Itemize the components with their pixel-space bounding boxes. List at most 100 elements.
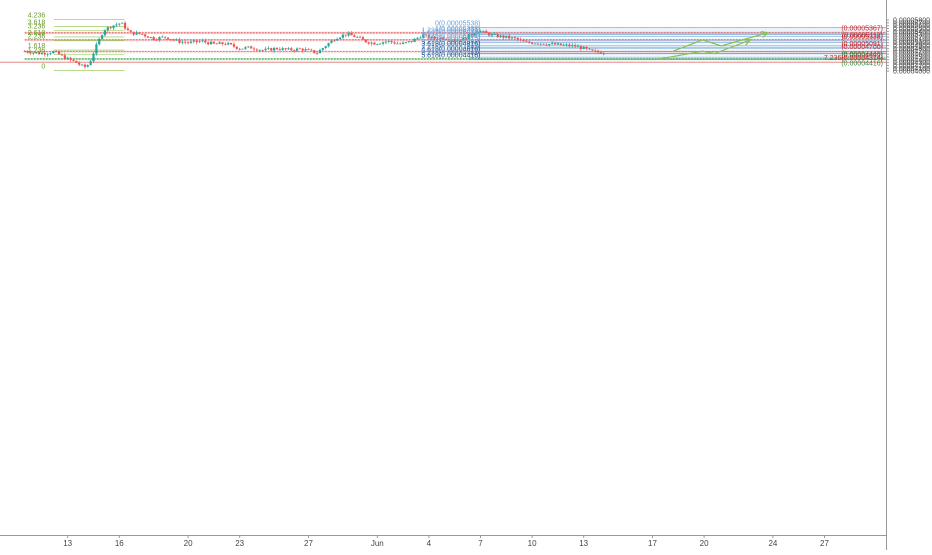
- price-tick-label: 0.00004400: [893, 57, 930, 64]
- candle-body: [218, 42, 221, 44]
- price-tick-label: 0.00005000: [893, 40, 930, 47]
- candle-body: [419, 37, 422, 39]
- candle-body: [60, 54, 64, 56]
- zone-label-bottom: (0.00005338): [841, 34, 883, 41]
- candle-body: [433, 36, 436, 39]
- candle-body: [338, 37, 342, 39]
- candle-body: [195, 40, 198, 43]
- candle-body: [123, 22, 127, 29]
- candle-body: [80, 64, 84, 66]
- candle-body: [227, 42, 230, 45]
- candle-body: [393, 42, 396, 44]
- candle-body: [175, 39, 178, 41]
- candle-body: [241, 48, 244, 50]
- price-tick-label: 0.00004500: [893, 54, 930, 61]
- zone-label-bottom: (0.00004692): [841, 52, 883, 59]
- right-fib-labels: 0(0.00005538)1(0.00005338)1.236(0.000052…: [421, 20, 480, 59]
- date-tick-label: 27: [304, 539, 313, 548]
- candle-body: [559, 43, 562, 46]
- price-tick-label: 0.00004800: [893, 46, 930, 53]
- candle-body: [72, 59, 75, 61]
- date-tick-label: 7: [478, 539, 483, 548]
- projection-arrowhead-1: [743, 38, 752, 46]
- candle-body: [562, 44, 565, 46]
- candle-body: [69, 57, 72, 60]
- left-fib-label: 3.236: [28, 23, 46, 30]
- zone-label-top: (0.00005367): [841, 25, 883, 32]
- candle-body: [132, 31, 135, 35]
- candle-body: [189, 41, 193, 43]
- candle-body: [178, 39, 181, 43]
- candle-body: [135, 32, 138, 35]
- fib-label: 0(0.00005538): [435, 20, 481, 27]
- zone-label-bottom: (0.00004416): [841, 60, 883, 67]
- candles: [23, 21, 605, 69]
- fib-label: 1.618(0.00005215): [421, 30, 480, 37]
- candle-body: [301, 48, 304, 51]
- candle-body: [273, 47, 276, 51]
- candle-body: [43, 53, 46, 55]
- candle-body: [66, 57, 69, 60]
- price-tick-label: 0.00005400: [893, 29, 930, 36]
- date-tick-label: 17: [648, 539, 657, 548]
- candle-body: [333, 40, 336, 42]
- left-fib-label: 2.618: [28, 30, 46, 37]
- candle-body: [519, 39, 522, 41]
- fib-label: 4.236(0.00004692): [421, 44, 480, 51]
- candle-body: [327, 43, 330, 47]
- level-line-label: 7.236(0.00004314): [824, 55, 883, 62]
- candle-body: [350, 33, 353, 36]
- candle-body: [109, 27, 112, 29]
- candle-body: [164, 36, 167, 38]
- left-fib-label: 2.236: [28, 34, 46, 41]
- candle-body: [230, 42, 233, 45]
- candle-body: [459, 39, 462, 41]
- fib-label: 4.618(0.00004616): [421, 47, 480, 54]
- candle-body: [548, 44, 551, 46]
- candle-body: [364, 39, 367, 43]
- candle-body: [373, 42, 376, 45]
- fib-band: [468, 40, 886, 43]
- candle-body: [318, 49, 322, 54]
- date-tick-label: 20: [700, 539, 709, 548]
- candle-body: [247, 46, 250, 48]
- date-axis: 13 16 20 23 27 Jun 4 7 10 13 17 20 24 27: [0, 535, 886, 550]
- candle-body: [281, 48, 284, 51]
- candle-body: [172, 39, 175, 41]
- candle-body: [424, 34, 428, 36]
- date-tick-label: 24: [768, 539, 777, 548]
- candle-body: [442, 37, 445, 40]
- candle-body: [502, 35, 505, 38]
- left-fib-label: 0: [41, 63, 45, 70]
- candle-body: [307, 49, 310, 50]
- zone-label-top: (0.00004446): [841, 51, 883, 58]
- candle-body: [341, 34, 344, 38]
- candle-body: [295, 48, 299, 51]
- candle-body: [390, 40, 393, 43]
- price-tick-label: 0.00005600: [893, 23, 930, 30]
- candle-body: [40, 53, 43, 55]
- candle-body: [55, 51, 58, 53]
- candle-body: [92, 53, 95, 62]
- zone-label-top: (0.00005112): [842, 33, 883, 40]
- price-tick-label: 0.00004900: [893, 43, 930, 50]
- candle-body: [146, 36, 150, 38]
- candle-body: [275, 47, 279, 50]
- zone-label-top: (0.00004700): [841, 44, 883, 51]
- fib-label: 3.236(0.00004892): [421, 39, 480, 46]
- candle-body: [539, 43, 542, 45]
- candle-body: [430, 36, 433, 39]
- candle-body: [106, 27, 109, 31]
- candle-body: [493, 34, 496, 35]
- date-tick-label: Jun: [371, 539, 384, 548]
- candle-body: [490, 34, 494, 36]
- candle-body: [86, 65, 89, 67]
- candle-body: [476, 31, 479, 34]
- price-tick-label: 0.00004200: [893, 63, 930, 70]
- candle-body: [510, 37, 514, 39]
- candle-body: [75, 60, 78, 63]
- candle-body: [49, 53, 52, 55]
- candle-body: [450, 40, 453, 41]
